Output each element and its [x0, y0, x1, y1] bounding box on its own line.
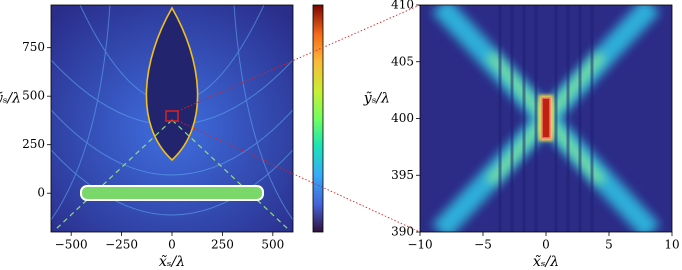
y-tick-label: 405: [391, 54, 414, 68]
y-axis-label: ỹₛ/λ: [0, 91, 21, 107]
x-tick-label: 0: [542, 238, 550, 252]
x-tick-label: 0: [168, 238, 176, 252]
y-tick-label: 500: [22, 89, 45, 103]
heatmap-left: [51, 5, 293, 232]
y-tick-label: 250: [22, 137, 45, 151]
colorbar: [312, 4, 324, 233]
x-axis-label: x̃ₛ/λ: [159, 254, 185, 270]
x-tick-label: 250: [211, 238, 234, 252]
y-tick-label: 410: [391, 0, 414, 12]
y-tick-label: 750: [22, 40, 45, 54]
x-tick-label: −250: [105, 238, 138, 252]
x-axis-label: x̃ₛ/λ: [533, 254, 559, 270]
x-tick-label: 500: [261, 238, 284, 252]
heatmap-right: [420, 5, 672, 232]
y-axis-label: ỹₛ/λ: [363, 91, 390, 107]
x-tick-label: −500: [55, 238, 88, 252]
x-tick-label: 10: [664, 238, 679, 252]
x-tick-label: −10: [407, 238, 432, 252]
x-tick-label: −5: [474, 238, 492, 252]
y-tick-label: 390: [391, 225, 414, 239]
y-tick-label: 400: [391, 111, 414, 125]
x-tick-label: 5: [605, 238, 613, 252]
y-tick-label: 0: [37, 186, 45, 200]
y-tick-label: 395: [391, 168, 414, 182]
